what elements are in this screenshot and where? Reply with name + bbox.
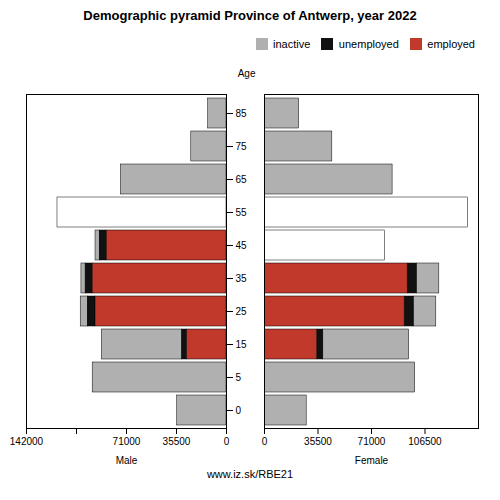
html-text:unemployed: unemployed xyxy=(338,37,399,50)
svg-text:106500: 106500 xyxy=(408,435,442,446)
svg-text:5: 5 xyxy=(236,371,242,382)
html-text:employed: employed xyxy=(427,37,475,50)
svg-text:55: 55 xyxy=(236,206,248,217)
svg-text:71000: 71000 xyxy=(358,435,386,446)
svg-text:0: 0 xyxy=(262,435,268,446)
svg-text:142000: 142000 xyxy=(10,435,44,446)
svg-text:Male: Male xyxy=(116,454,138,465)
svg-text:45: 45 xyxy=(236,239,248,250)
svg-text:75: 75 xyxy=(236,140,248,151)
svg-text:35500: 35500 xyxy=(163,435,191,446)
svg-text:0: 0 xyxy=(224,435,230,446)
svg-text:Age: Age xyxy=(238,67,256,78)
svg-text:35500: 35500 xyxy=(304,435,332,446)
html-text:Demographic pyramid Province o: Demographic pyramid Province of Antwerp,… xyxy=(83,8,417,23)
svg-text:65: 65 xyxy=(236,173,248,184)
svg-text:15: 15 xyxy=(236,338,248,349)
svg-text:85: 85 xyxy=(236,107,248,118)
svg-text:0: 0 xyxy=(236,404,242,415)
html-text:www.iz.sk/RBE21: www.iz.sk/RBE21 xyxy=(206,467,294,480)
svg-text:25: 25 xyxy=(236,305,248,316)
svg-text:35: 35 xyxy=(236,272,248,283)
svg-text:Female: Female xyxy=(355,454,389,465)
html-text:inactive: inactive xyxy=(273,37,311,50)
svg-text:71000: 71000 xyxy=(113,435,141,446)
